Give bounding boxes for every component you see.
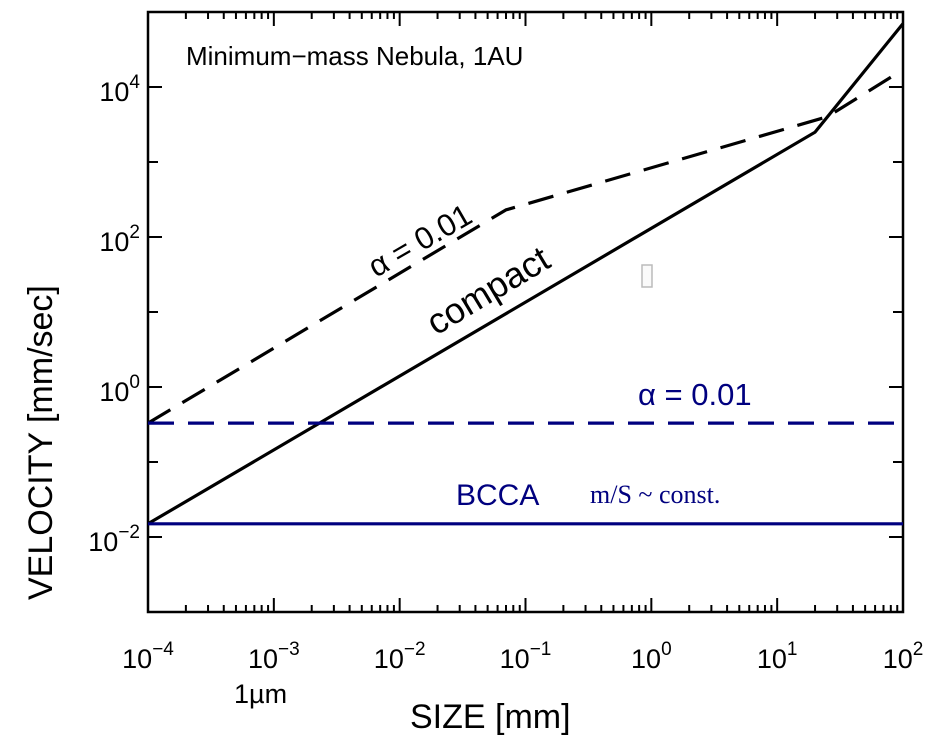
x-tick-label: 102	[883, 639, 924, 674]
annotation-ms-const: m/S ~ const.	[590, 480, 720, 509]
y-tick-label: 10−2	[88, 522, 140, 557]
x-tick-labels: 10−4 10−3 10−2 10−1 100 101 102	[122, 639, 923, 674]
x-tick-label: 10−1	[500, 639, 552, 674]
x-tick-label: 100	[631, 639, 672, 674]
y-tick-label: 100	[99, 372, 140, 407]
x-tick-label: 10−2	[374, 639, 426, 674]
annotation-alpha-blue: α = 0.01	[638, 377, 752, 412]
series-line-1	[147, 68, 904, 425]
x-tick-label: 101	[757, 639, 798, 674]
chart-title: Minimum−mass Nebula, 1AU	[186, 41, 523, 71]
annotation-alpha-black: α = 0.01	[362, 197, 478, 284]
y-tick-label: 104	[99, 72, 140, 107]
annotation-compact: compact	[419, 238, 557, 343]
series-group	[147, 22, 905, 526]
x-axis-label: SIZE [mm]	[410, 698, 571, 736]
x-tick-label: 10−3	[248, 639, 300, 674]
x-extra-label: 1µm	[234, 679, 287, 709]
annotation-bcca: BCCA	[456, 479, 539, 512]
y-tick-labels: 10−2 100 102 104	[88, 72, 140, 557]
axis-ticks	[147, 11, 904, 613]
series-line-0	[147, 22, 905, 526]
small-bracket-mark	[641, 264, 653, 288]
x-tick-label: 10−4	[122, 639, 174, 674]
y-axis-label: VELOCITY [mm/sec]	[22, 285, 60, 600]
y-tick-label: 102	[99, 222, 140, 257]
plot-frame	[146, 10, 905, 614]
